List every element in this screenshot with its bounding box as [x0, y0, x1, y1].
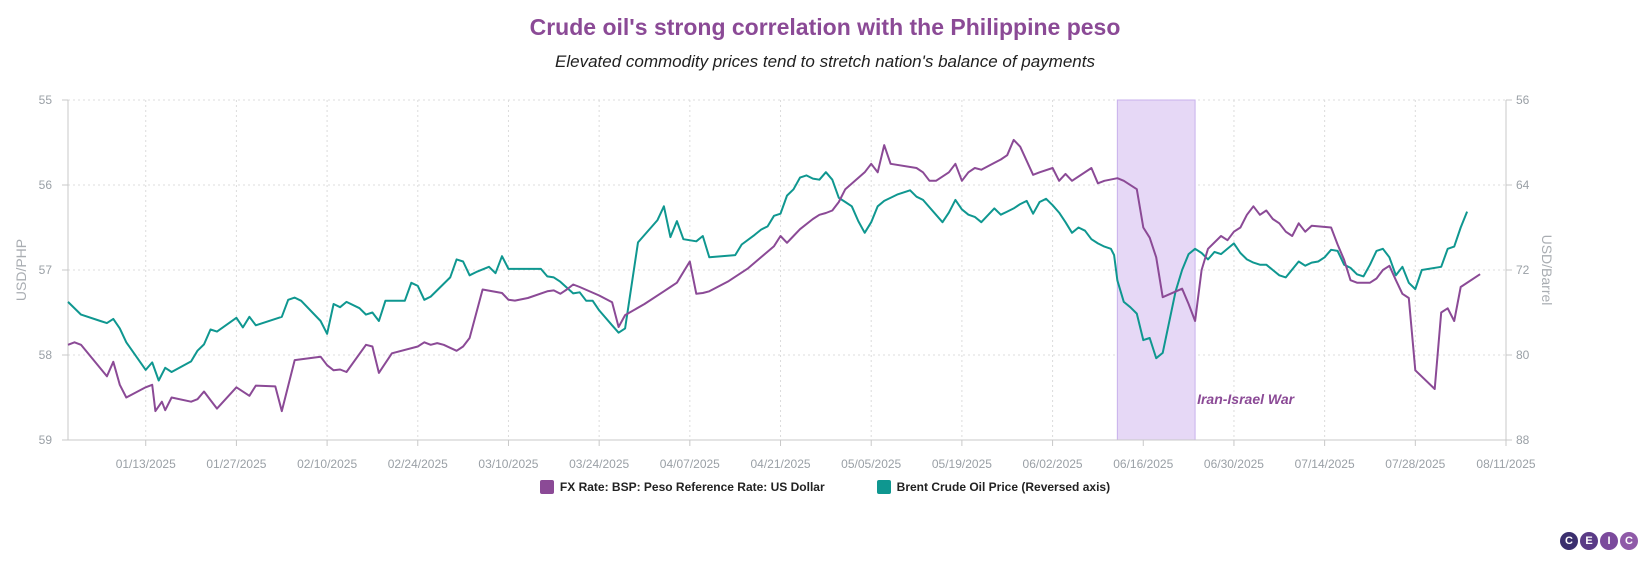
x-tick-label: 07/28/2025 — [1385, 457, 1445, 471]
x-tick-label: 06/30/2025 — [1204, 457, 1264, 471]
annotation-shade — [1116, 99, 1196, 441]
y-left-tick-label: 58 — [39, 348, 53, 362]
chart-subtitle: Elevated commodity prices tend to stretc… — [555, 52, 1095, 71]
x-tick-label: 04/07/2025 — [660, 457, 720, 471]
x-tick-label: 02/10/2025 — [297, 457, 357, 471]
series-layer — [67, 138, 1481, 413]
logo-letter: C — [1560, 532, 1578, 550]
legend-swatch-fx — [539, 480, 554, 494]
axes — [62, 99, 1512, 446]
legend-item-brent[interactable]: Brent Crude Oil Price (Reversed axis) — [876, 480, 1111, 494]
x-tick-label: 06/02/2025 — [1023, 457, 1083, 471]
annotation-label: Iran-Israel War — [1197, 391, 1296, 407]
x-tick-label: 05/19/2025 — [932, 457, 992, 471]
legend-swatch-brent — [876, 480, 891, 494]
annotation-shade-layer — [1116, 99, 1196, 441]
y-left-tick-label: 56 — [39, 178, 53, 192]
x-tick-label: 04/21/2025 — [750, 457, 810, 471]
logo-letter: C — [1620, 532, 1638, 550]
x-tick-label: 07/14/2025 — [1295, 457, 1355, 471]
chart-title: Crude oil's strong correlation with the … — [529, 14, 1121, 40]
y-axis-left-label: USD/PHP — [13, 239, 29, 301]
y-left-tick-label: 59 — [39, 433, 53, 447]
x-tick-label: 02/24/2025 — [388, 457, 448, 471]
x-tick-label: 01/27/2025 — [206, 457, 266, 471]
series-line-fx[interactable] — [67, 138, 1481, 413]
x-tick-label: 01/13/2025 — [116, 457, 176, 471]
y-right-tick-label: 88 — [1516, 433, 1530, 447]
legend-item-fx[interactable]: FX Rate: BSP: Peso Reference Rate: US Do… — [539, 480, 825, 494]
logo-letter: I — [1600, 532, 1618, 550]
legend: FX Rate: BSP: Peso Reference Rate: US Do… — [0, 480, 1650, 494]
y-right-tick-label: 56 — [1516, 93, 1530, 107]
logo-letter: E — [1580, 532, 1598, 550]
y-axis-right-label: USD/Barrel — [1539, 235, 1555, 306]
tick-labels: 55 56 57 58 59 56 64 72 80 88 01/13/2025 01/27/2025… — [39, 93, 1536, 471]
gridlines — [68, 99, 1507, 441]
x-tick-label: 08/11/2025 — [1476, 457, 1535, 471]
y-right-tick-label: 80 — [1516, 348, 1530, 362]
y-left-tick-label: 55 — [39, 93, 53, 107]
y-left-tick-label: 57 — [39, 263, 53, 277]
legend-label-fx: FX Rate: BSP: Peso Reference Rate: US Do… — [559, 480, 825, 494]
y-right-tick-label: 64 — [1516, 178, 1530, 192]
ceic-logo: C E I C — [1560, 532, 1638, 550]
x-tick-label: 06/16/2025 — [1113, 457, 1173, 471]
x-tick-label: 03/10/2025 — [478, 457, 538, 471]
y-right-tick-label: 72 — [1516, 263, 1530, 277]
legend-label-brent: Brent Crude Oil Price (Reversed axis) — [896, 480, 1111, 494]
x-tick-label: 05/05/2025 — [841, 457, 901, 471]
x-tick-label: 03/24/2025 — [569, 457, 629, 471]
series-line-brent[interactable] — [67, 171, 1469, 382]
